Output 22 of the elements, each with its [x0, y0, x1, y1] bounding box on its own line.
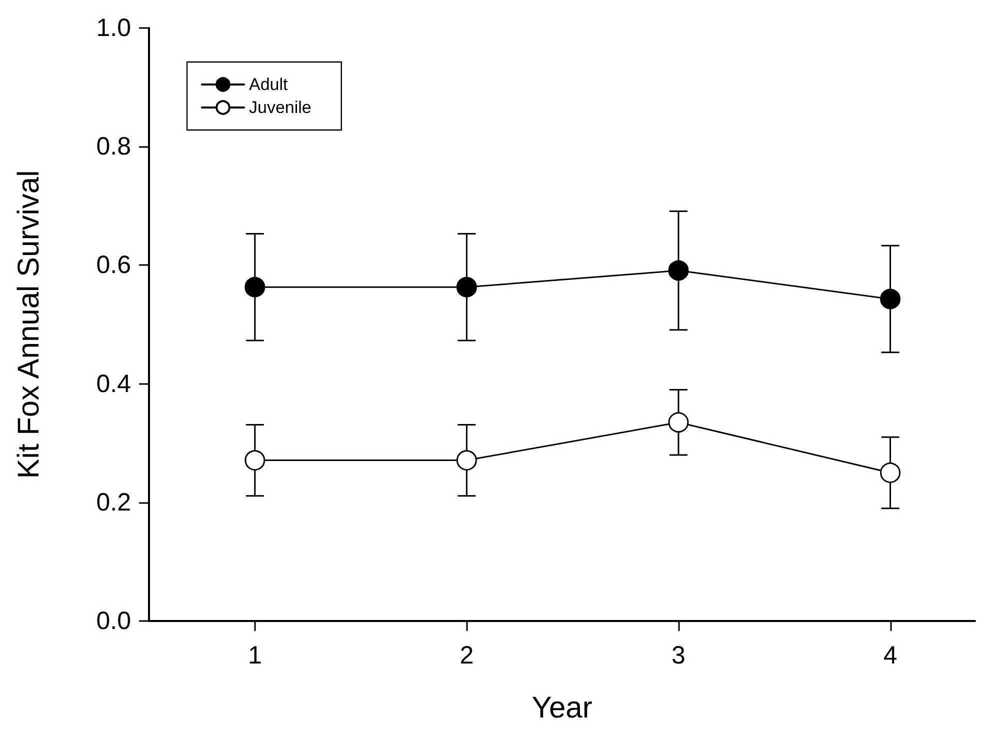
point [244, 276, 266, 298]
y-tick-label: 0.0 [96, 607, 131, 635]
x-tick-label: 1 [248, 642, 262, 670]
point [456, 276, 477, 298]
point [668, 412, 689, 433]
point [456, 450, 477, 471]
y-tick-label: 1.0 [96, 14, 131, 42]
y-tick-label: 0.8 [96, 132, 131, 161]
point [244, 450, 266, 471]
point [668, 260, 689, 281]
point [880, 462, 901, 483]
y-tick-label: 0.4 [96, 370, 132, 398]
legend-label: Juvenile [249, 98, 312, 117]
x-tick-label: 3 [672, 642, 686, 670]
y-tick-label: 0.6 [96, 251, 131, 280]
y-tick-label: 0.2 [96, 488, 131, 516]
point [880, 288, 901, 310]
y-axis-title: Kit Fox Annual Survival [12, 170, 46, 479]
legend-label: Adult [249, 75, 288, 94]
x-tick-label: 4 [883, 642, 898, 670]
x-tick-label: 2 [460, 642, 474, 670]
x-axis-title: Year [532, 692, 592, 724]
